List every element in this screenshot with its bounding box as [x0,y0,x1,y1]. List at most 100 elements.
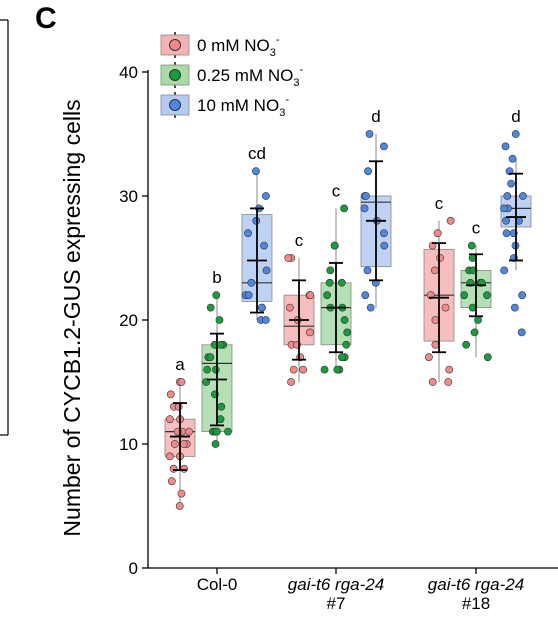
data-point [517,328,526,337]
data-point [174,402,183,411]
data-point [262,192,270,200]
data-point [216,415,225,424]
legend-label-2: 10 mM NO3- [197,94,289,119]
box-group-s2-c1: d [360,107,392,312]
data-point [470,328,479,337]
data-point [364,167,372,176]
panel-letter: C [35,2,57,35]
data-point [325,278,334,287]
y-axis-ticks: 0 10 20 30 40 [119,63,148,578]
data-point [363,266,372,275]
data-point [431,340,440,349]
data-point [333,365,342,374]
legend: 0 mM NO3- 0.25 mM NO3- 10 mM NO3- [160,32,303,119]
box-group-s1-c1: c [320,181,352,374]
data-point [518,291,527,300]
box-group-s2-c2: d [500,107,532,337]
data-point [289,365,298,374]
data-point [502,216,510,225]
box-group-s0-c0: a [164,355,196,510]
data-point [179,440,188,448]
y-tick-label-10: 10 [119,435,138,454]
data-point [262,266,271,275]
data-point [165,452,174,461]
legend-label-1: 0.25 mM NO3- [197,64,303,89]
data-point [261,316,270,324]
data-point [166,390,175,399]
data-point [212,291,221,300]
box-group-s1-c0: b [201,268,233,448]
data-point [500,266,509,275]
data-point [436,254,445,262]
data-point [252,167,260,176]
data-point [343,328,352,337]
data-point [217,402,226,411]
data-point [170,440,179,448]
data-point [206,303,215,312]
data-point [462,340,471,349]
x-category-label-2: gai-t6 rga-24 [428,575,524,594]
legend-label-0: 0 mM NO3- [197,34,280,59]
data-point [177,489,186,498]
significance-letter: d [371,107,380,126]
data-point [165,415,174,424]
data-point [203,365,212,374]
legend-point [169,69,181,81]
data-point [260,241,268,250]
data-point [244,291,253,300]
data-point [330,241,339,250]
data-point [519,192,527,200]
data-point [306,328,314,337]
data-point [441,303,450,312]
data-point [323,291,332,300]
data-point [467,241,476,250]
data-point [224,427,232,436]
legend-item-1: 0.25 mM NO3- [160,62,303,89]
data-point [366,303,375,312]
data-point [326,266,335,275]
significance-letter: b [212,268,221,287]
box-group-s0-c1: c [283,231,315,386]
data-point [306,291,315,300]
data-point [474,316,482,324]
data-point [431,266,439,275]
data-point [211,440,220,448]
data-point [257,303,266,312]
data-point [167,477,176,486]
data-point [483,291,491,300]
significance-letter: cd [248,144,266,163]
box-group-s0-c2: c [423,194,455,386]
data-point [247,278,256,287]
data-point [216,340,225,349]
data-point [483,353,492,362]
significance-letter: c [332,181,341,200]
y-tick-label-20: 20 [119,311,138,330]
data-point [206,353,215,362]
data-point [320,365,329,374]
legend-point [169,99,181,111]
box-group-s1-c2: c [460,219,492,362]
y-tick-label-40: 40 [119,63,138,82]
box-group-s2-c0: cd [241,144,273,324]
data-point [338,353,346,362]
data-point [502,229,511,238]
y-axis-label: Number of CYCB1.2-GUS expressing cells [59,99,85,536]
legend-item-0: 0 mM NO3- [160,32,280,59]
data-point [177,378,186,386]
data-point [433,229,442,238]
significance-letter: c [295,231,304,250]
data-point [380,229,388,238]
data-point [361,291,370,300]
data-point [244,229,252,238]
data-point [460,291,469,300]
data-point [360,204,369,213]
data-point [362,192,370,200]
data-point [169,464,178,473]
data-point [380,241,389,250]
significance-letter: c [435,194,444,213]
legend-point [169,39,181,51]
data-point [285,303,294,312]
data-point [468,254,477,262]
data-point [428,378,437,386]
